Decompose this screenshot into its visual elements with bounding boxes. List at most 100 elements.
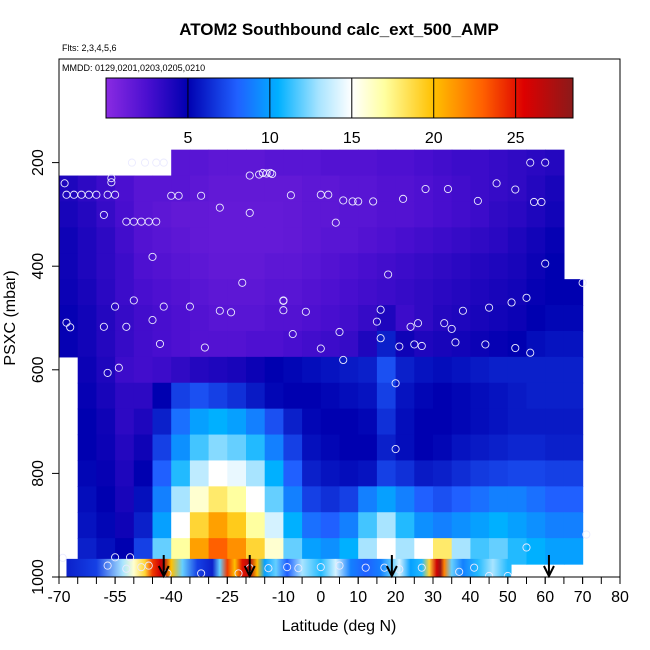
observation-marker (470, 563, 479, 572)
heatmap-cell (171, 408, 191, 436)
heatmap-cell (433, 201, 453, 228)
observation-marker (197, 191, 206, 200)
heatmap-cell (264, 253, 284, 280)
heatmap-cell (433, 382, 453, 410)
heatmap-cell (563, 382, 584, 410)
heatmap-cell (320, 356, 341, 384)
heatmap-cell (414, 538, 434, 565)
heatmap-cell (171, 512, 191, 539)
heatmap-cell (283, 382, 303, 410)
heatmap-cell (451, 382, 471, 410)
heatmap-cell (470, 356, 490, 384)
heatmap-cell (451, 356, 471, 384)
observation-marker (114, 363, 123, 372)
heatmap-cell (545, 279, 565, 306)
observation-marker (111, 302, 120, 311)
observation-marker (238, 278, 247, 287)
observation-marker (92, 190, 101, 199)
heatmap-cell (133, 512, 154, 539)
heatmap-cell (208, 408, 228, 436)
heatmap-cell (208, 253, 228, 280)
observation-marker (111, 553, 120, 562)
heatmap-cell (376, 305, 397, 332)
heatmap-cell (339, 382, 359, 410)
x-tick-label: -40 (160, 589, 183, 606)
heatmap-cell (246, 512, 266, 539)
heatmap-cell (264, 305, 284, 332)
heatmap-cell (414, 460, 434, 487)
x-tick-label: 10 (349, 589, 367, 606)
heatmap-cell (414, 175, 434, 203)
heatmap-cell (489, 330, 509, 358)
heatmap-cell (526, 512, 546, 539)
observation-marker (148, 252, 157, 261)
heatmap-cell (339, 201, 359, 228)
heatmap-cell (451, 279, 471, 306)
heatmap-cell (376, 175, 397, 203)
observation-marker (129, 296, 138, 305)
heatmap-cell (115, 460, 135, 487)
heatmap-cell (208, 175, 228, 203)
observation-marker (185, 302, 194, 311)
heatmap-cell (507, 382, 528, 410)
observation-marker (66, 323, 75, 332)
observation-marker (99, 322, 108, 331)
heatmap-cell (563, 408, 584, 436)
observation-marker (245, 208, 254, 217)
heatmap-cell (96, 408, 116, 436)
observation-marker (286, 191, 295, 200)
heatmap-cell (563, 356, 584, 384)
heatmap-cell (433, 434, 453, 462)
heatmap-cell (563, 512, 584, 539)
heatmap-cell (376, 149, 397, 177)
heatmap-cell (489, 434, 509, 462)
observation-marker (354, 197, 363, 206)
heatmap-cell (433, 408, 453, 436)
heatmap-cell (152, 382, 172, 410)
heatmap-cell (376, 512, 397, 539)
heatmap-cell (470, 512, 490, 539)
heatmap-cell (59, 330, 79, 358)
heatmap-cell (302, 460, 322, 487)
y-tick-label: 800 (30, 460, 47, 487)
observation-marker (361, 563, 370, 572)
heatmap-cell (246, 460, 266, 487)
heatmap-cell (77, 356, 97, 384)
observation-marker (526, 158, 535, 167)
heatmap-cell (208, 201, 228, 228)
heatmap-cell (545, 538, 565, 565)
heatmap-cell (433, 175, 453, 203)
colorbar-tick-label: 5 (183, 130, 192, 147)
heatmap-cell (152, 434, 172, 462)
heatmap-cell (358, 434, 378, 462)
heatmap-cell (152, 486, 172, 513)
observation-marker (578, 278, 587, 287)
heatmap-cell (339, 253, 359, 280)
heatmap-cell (358, 201, 378, 228)
heatmap-cell (451, 201, 471, 228)
colorbar-tick-label: 20 (425, 130, 443, 147)
dates-note: MMDD: 0129,0201,0203,0205,0210 (62, 63, 205, 73)
observation-marker (122, 564, 131, 573)
heatmap-cell (59, 175, 79, 203)
heatmap-cell (264, 227, 284, 254)
heatmap-cell (115, 330, 135, 358)
heatmap-cell (563, 460, 584, 487)
heatmap-cell (563, 434, 584, 462)
heatmap-cell (208, 305, 228, 332)
x-tick-label: 50 (499, 589, 517, 606)
heatmap-cell (227, 253, 247, 280)
heatmap-cell (77, 330, 97, 358)
heatmap-cell (545, 305, 565, 332)
observation-marker (376, 334, 385, 343)
observation-marker (107, 178, 116, 187)
heatmap-cell (96, 460, 116, 487)
heatmap-cell (133, 486, 154, 513)
heatmap-cell (227, 512, 247, 539)
flights-note: Flts: 2,3,4,5,6 (62, 43, 117, 53)
observation-marker (339, 196, 348, 205)
heatmap-cell (395, 408, 415, 436)
heatmap-cell (77, 408, 97, 436)
heatmap-cell (264, 486, 284, 513)
heatmap-cell (414, 486, 434, 513)
